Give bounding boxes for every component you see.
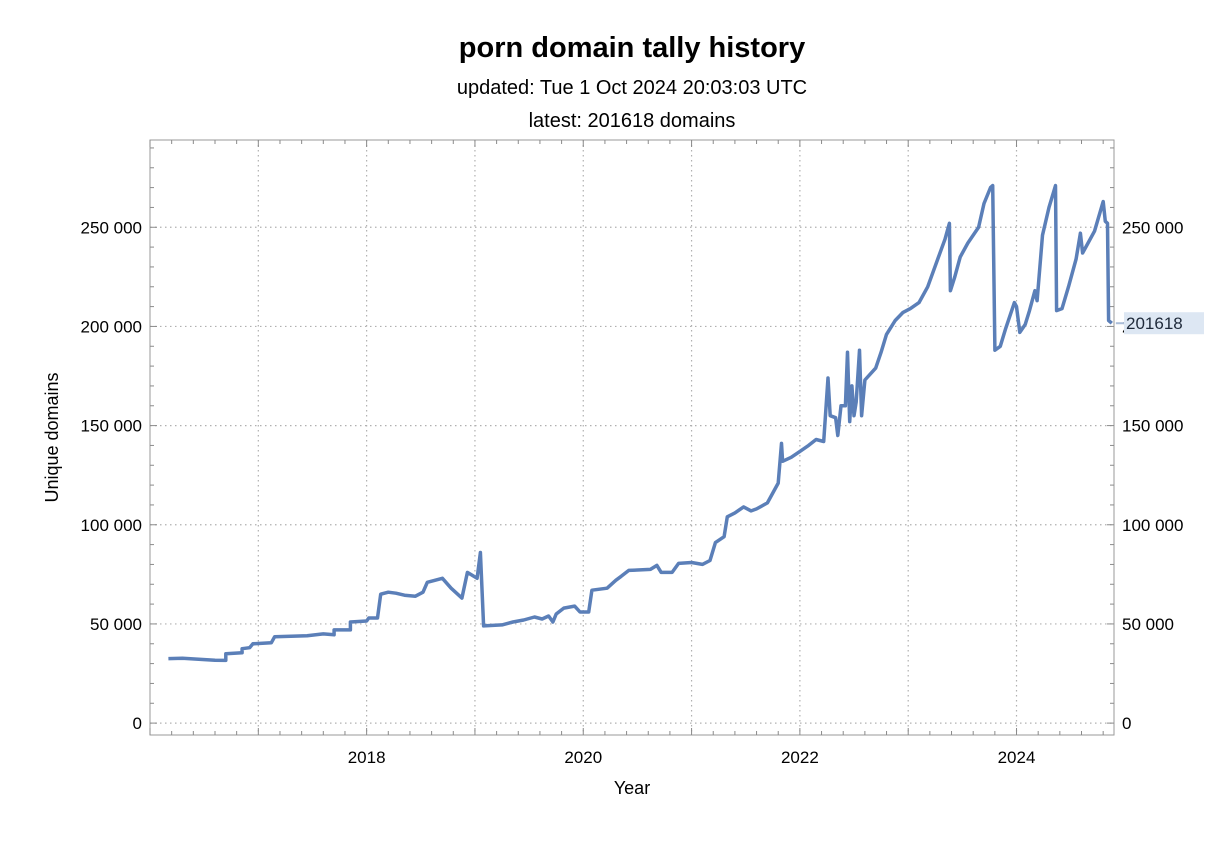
tick-labels: 2018 2020 2022 2024 0 0 50 000 50 000 100 000 100…: [81, 218, 1184, 767]
series-line: [168, 183, 1113, 663]
y-axis-label: Unique domains: [42, 372, 62, 502]
plot-frame: [149, 139, 1115, 736]
y-tick-label-left: 0: [133, 714, 142, 733]
end-value-marker: 201618: [1115, 312, 1204, 335]
y-tick-label-right: 100 000: [1122, 516, 1183, 535]
chart-title: porn domain tally history: [458, 32, 806, 64]
y-tick-label-left: 50 000: [90, 615, 142, 634]
grid: [150, 140, 1114, 735]
y-tick-label-right: 150 000: [1122, 417, 1183, 436]
y-tick-label-left: 250 000: [81, 218, 142, 237]
axis-ticks: [149, 140, 1114, 735]
y-tick-label-right: 50 000: [1122, 615, 1174, 634]
y-tick-label-right: 0: [1122, 714, 1131, 733]
x-tick-label: 2022: [781, 748, 819, 767]
y-tick-label-left: 100 000: [81, 516, 142, 535]
y-tick-label-left: 150 000: [81, 417, 142, 436]
x-axis-label: Year: [614, 778, 650, 798]
chart-subtitle-updated: updated: Tue 1 Oct 2024 20:03:03 UTC: [456, 77, 808, 99]
end-value-box: [1124, 312, 1204, 335]
y-tick-label-right: 250 000: [1122, 218, 1183, 237]
x-tick-label: 2018: [348, 748, 386, 767]
y-tick-label-left: 200 000: [81, 317, 142, 336]
x-tick-label: 2024: [998, 748, 1036, 767]
end-value-label: 201618: [1126, 314, 1183, 333]
chart-subtitle-latest: latest: 201618 domains: [528, 110, 736, 132]
x-tick-label: 2020: [564, 748, 602, 767]
